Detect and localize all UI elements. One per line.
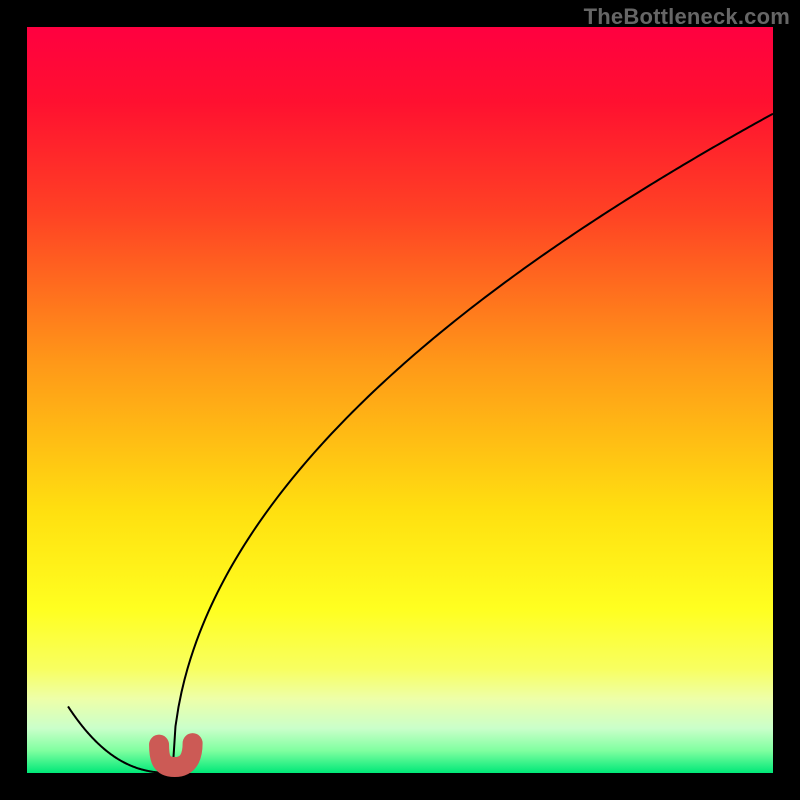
bottleneck-plot xyxy=(0,0,800,800)
plot-gradient-area xyxy=(27,27,773,773)
watermark-text: TheBottleneck.com xyxy=(584,4,790,30)
